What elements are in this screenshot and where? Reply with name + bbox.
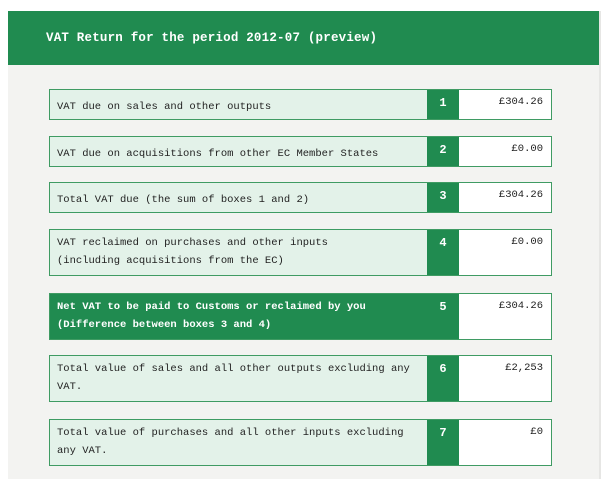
box-sublabel: (Difference between boxes 3 and 4) [57, 319, 272, 331]
box-value: £304.26 [459, 183, 551, 212]
box-label: Total value of purchases and all other i… [57, 427, 404, 457]
page-title: VAT Return for the period 2012-07 (previ… [46, 31, 378, 45]
box-number: 4 [427, 230, 459, 275]
box-label: Net VAT to be paid to Customs or reclaim… [50, 294, 427, 339]
box-number: 3 [427, 183, 459, 212]
vat-box-row-1: VAT due on sales and other outputs 1 £30… [49, 89, 552, 120]
box-value: £0 [459, 420, 551, 465]
box-value: £304.26 [459, 90, 551, 119]
box-number: 5 [427, 294, 459, 339]
vat-box-row-4: VAT reclaimed on purchases and other inp… [49, 229, 552, 276]
box-label: Total value of sales and all other outpu… [57, 363, 410, 393]
box-value: £304.26 [459, 294, 551, 339]
box-number: 6 [427, 356, 459, 401]
header-bar: VAT Return for the period 2012-07 (previ… [8, 11, 599, 65]
box-label: VAT reclaimed on purchases and other inp… [50, 230, 427, 275]
box-number: 7 [427, 420, 459, 465]
box-label: VAT due on acquisitions from other EC Me… [57, 148, 379, 160]
vat-box-row-5-net-vat: Net VAT to be paid to Customs or reclaim… [49, 293, 552, 340]
vat-box-row-2: VAT due on acquisitions from other EC Me… [49, 136, 552, 167]
box-value: £2,253 [459, 356, 551, 401]
vat-box-row-6: Total value of sales and all other outpu… [49, 355, 552, 402]
vat-box-row-7: Total value of purchases and all other i… [49, 419, 552, 466]
vat-return-panel: VAT Return for the period 2012-07 (previ… [8, 11, 601, 479]
box-label: VAT due on sales and other outputs [57, 101, 272, 113]
box-number: 2 [427, 137, 459, 166]
box-label: Total VAT due (the sum of boxes 1 and 2) [57, 194, 310, 206]
vat-box-row-3: Total VAT due (the sum of boxes 1 and 2)… [49, 182, 552, 213]
box-sublabel: (including acquisitions from the EC) [57, 255, 284, 267]
box-number: 1 [427, 90, 459, 119]
box-value: £0.00 [459, 137, 551, 166]
box-value: £0.00 [459, 230, 551, 275]
